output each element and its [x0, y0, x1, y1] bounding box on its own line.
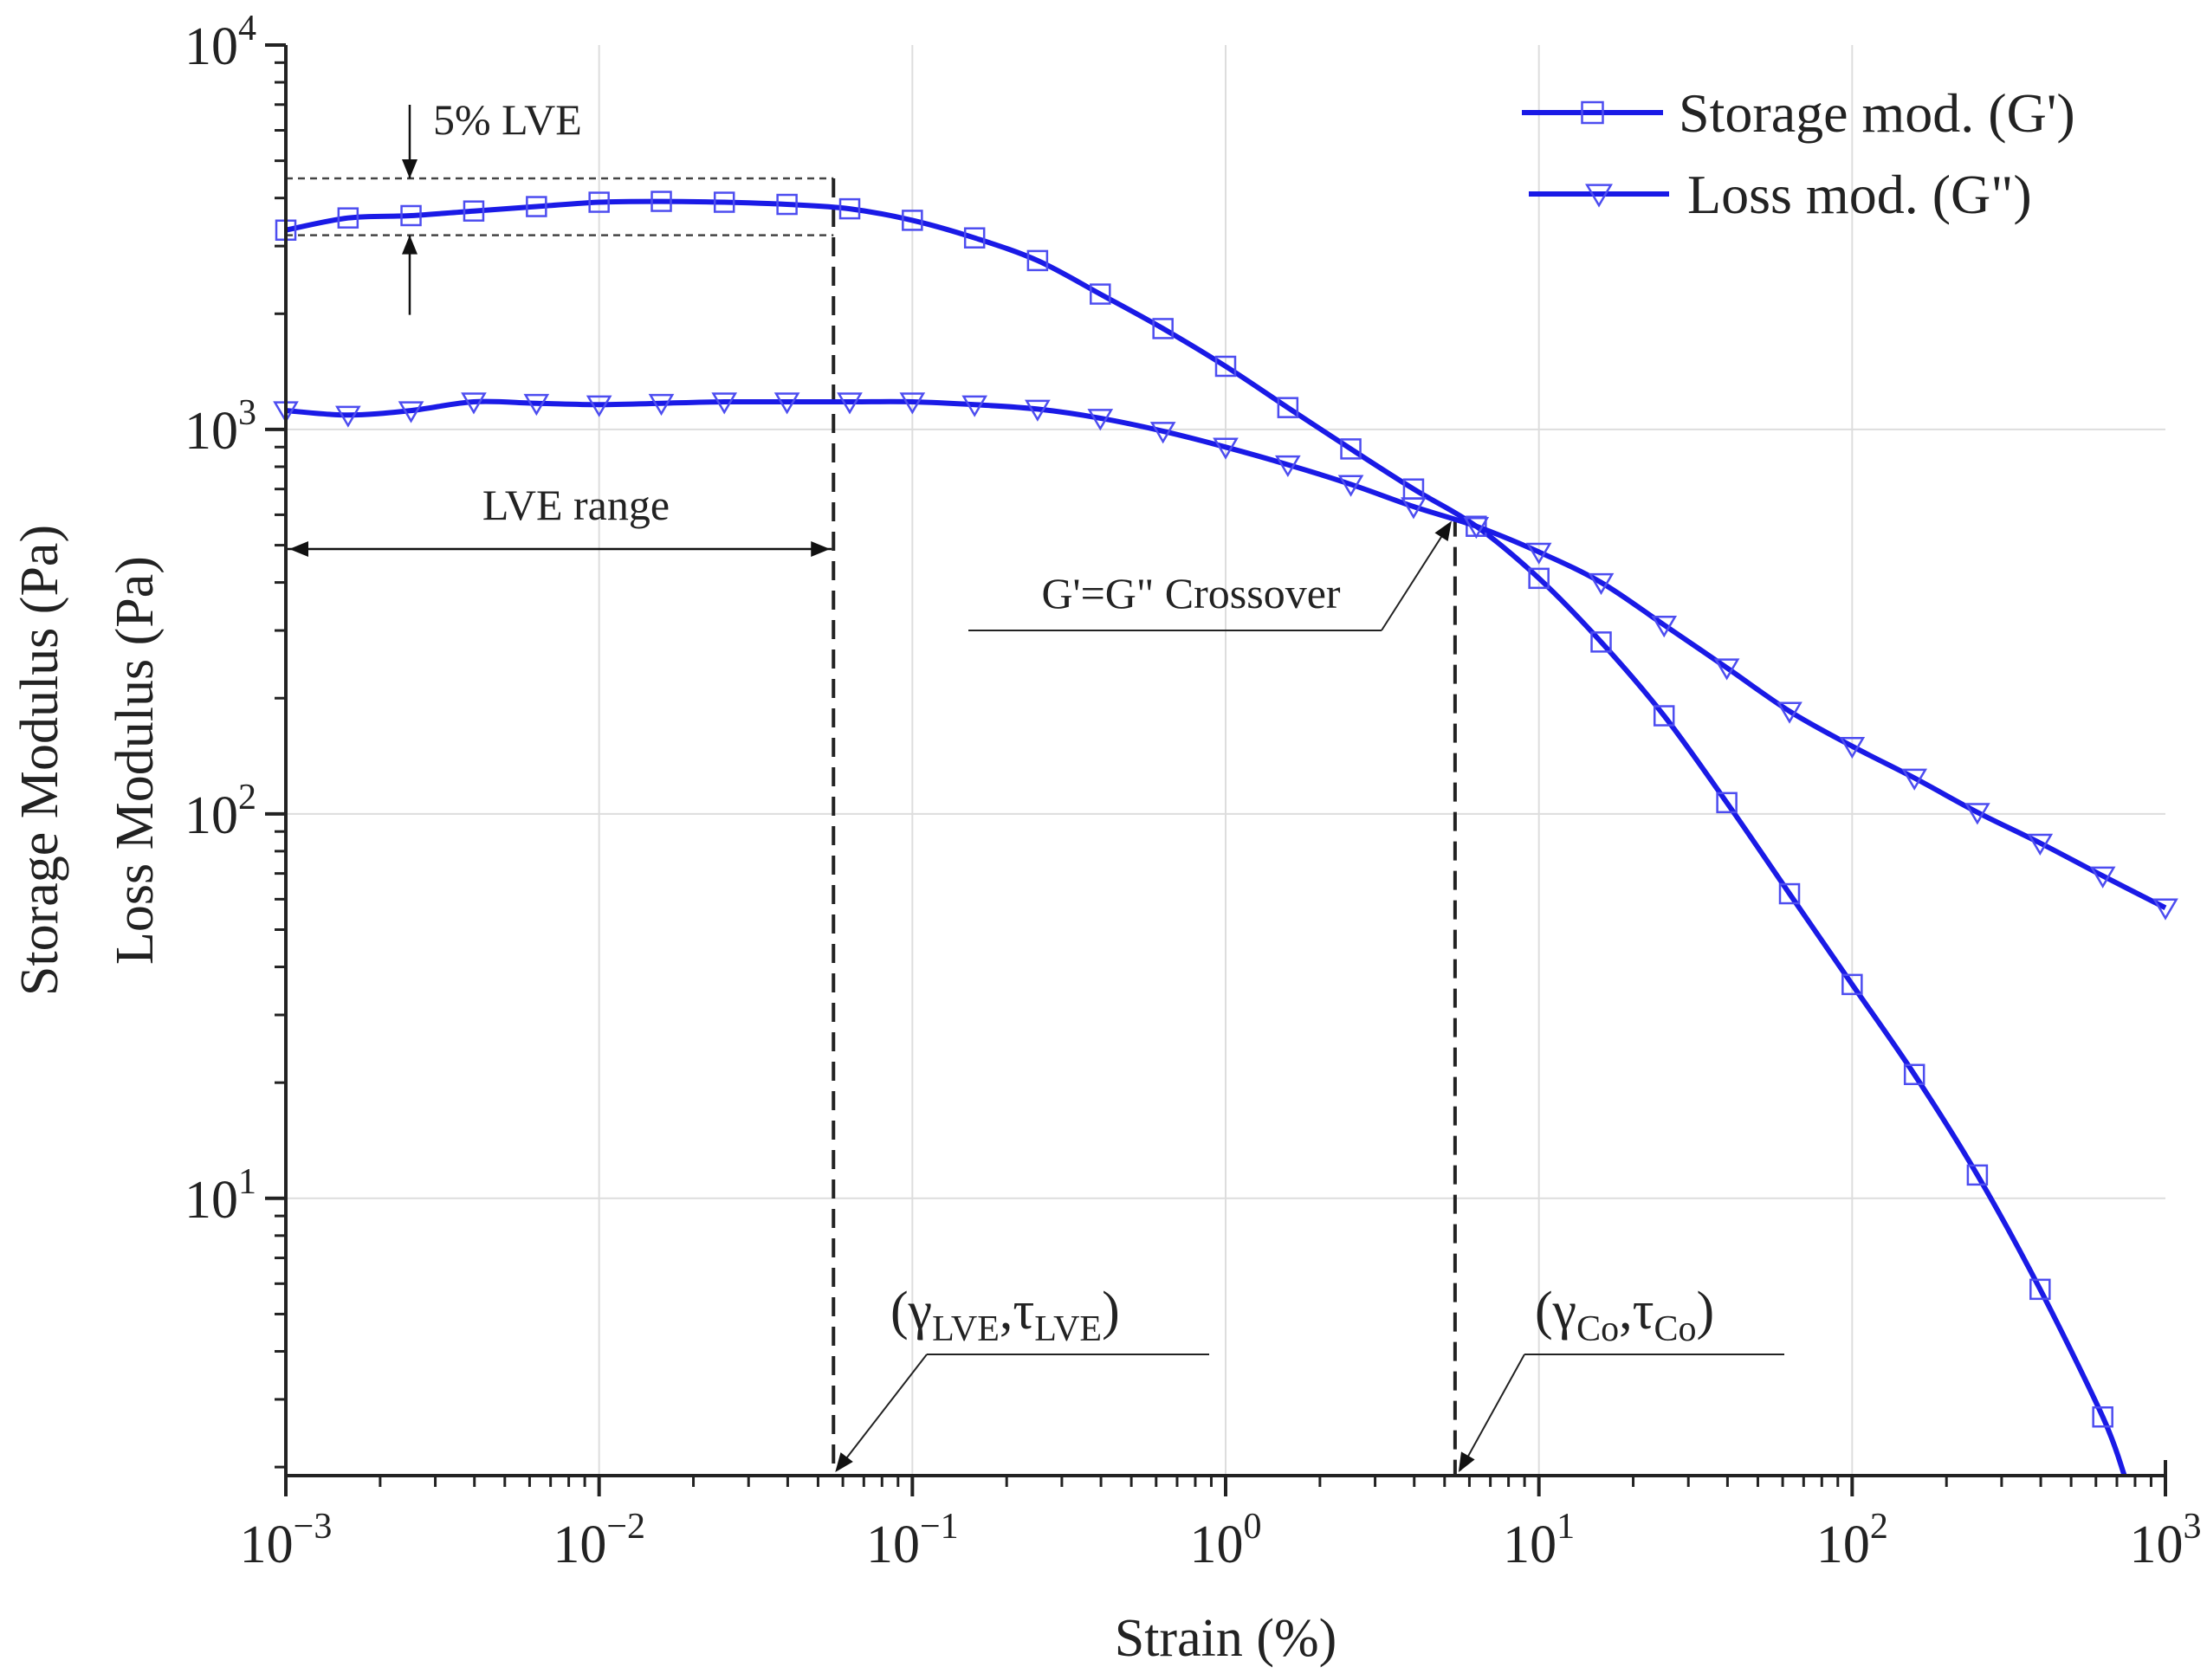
legend: Storage mod. (G') Loss mod. (G") — [1522, 82, 2075, 225]
x-axis-title: Strain (%) — [1115, 1609, 1337, 1668]
y-tick-label: 102 — [184, 778, 256, 845]
x-tick-label: 100 — [1190, 1507, 1262, 1574]
loss-modulus-point — [1401, 497, 1427, 520]
loss-modulus-point — [773, 392, 800, 415]
storage-modulus-point — [588, 191, 610, 213]
storage-modulus-point — [1903, 1063, 1925, 1086]
loss-modulus-point — [1588, 572, 1615, 596]
axes: 10−3 10−2 10−1 100 101 102 103 101 102 103 104 Stra… — [10, 9, 2202, 1668]
loss-modulus-point — [461, 392, 487, 415]
storage-modulus-point — [1841, 973, 1863, 996]
storage-modulus-point — [1090, 283, 1111, 305]
loss-modulus-point — [398, 401, 424, 423]
loss-modulus-point — [1337, 475, 1364, 497]
storage-modulus-point — [1214, 355, 1237, 378]
storage-modulus-point — [1590, 631, 1612, 653]
y-axis-title-loss: Loss Modulus (Pa) — [106, 556, 165, 965]
storage-modulus-point — [1778, 882, 1801, 905]
crossover-arrowhead — [1434, 520, 1452, 542]
crossover-point-leader — [1459, 1354, 1525, 1471]
lve-5pct-label: 5% LVE — [433, 95, 582, 144]
storage-modulus-point — [776, 193, 798, 216]
y-tick-label: 101 — [184, 1162, 256, 1230]
loss-modulus-point — [648, 393, 675, 417]
storage-modulus-point — [902, 210, 923, 231]
loss-modulus-point — [1901, 768, 1928, 791]
loss-modulus-point — [1651, 616, 1678, 638]
loss-modulus-point — [1275, 455, 1301, 478]
legend-marker — [1585, 184, 1613, 208]
x-tick-label: 10−2 — [553, 1507, 645, 1574]
loss-modulus-point — [1525, 542, 1552, 565]
storage-modulus-point — [337, 207, 359, 229]
loss-modulus-point — [1964, 803, 1990, 825]
y-tick-label: 103 — [184, 393, 256, 461]
crossover-point-arrowhead — [1458, 1451, 1475, 1472]
storage-modulus-point — [463, 200, 485, 222]
loss-modulus-point — [2152, 898, 2178, 921]
lve-band-arrowhead-bottom — [402, 235, 417, 255]
x-tick-label: 10−1 — [866, 1507, 959, 1574]
lve-range-label: LVE range — [482, 481, 670, 529]
loss-modulus-point — [523, 393, 550, 417]
storage-modulus-point — [650, 191, 672, 212]
loss-modulus-point — [837, 392, 863, 415]
loss-modulus-point — [1839, 736, 1866, 759]
loss-modulus-point — [335, 405, 361, 428]
storage-modulus-point — [713, 191, 735, 213]
loss-modulus-point — [2089, 866, 2116, 888]
storage-modulus-point — [1277, 397, 1299, 418]
x-tick-label: 102 — [1816, 1507, 1888, 1574]
loss-modulus-point — [1149, 422, 1176, 444]
loss-modulus-point — [1463, 516, 1490, 540]
storage-modulus-point — [1966, 1164, 1989, 1186]
storage-modulus-point — [526, 196, 547, 217]
storage-modulus-point — [1152, 318, 1174, 339]
storage-modulus-point — [2092, 1406, 2113, 1428]
loss-modulus-point — [961, 395, 988, 417]
storage-modulus-point — [1340, 438, 1362, 460]
loss-modulus-point — [1713, 658, 1740, 681]
legend-label-loss: Loss mod. (G") — [1687, 164, 2032, 225]
x-tick-label: 101 — [1503, 1507, 1575, 1574]
crossover-leader — [1381, 526, 1449, 631]
y-axis-title-storage: Storage Modulus (Pa) — [10, 525, 69, 996]
storage-modulus-point — [2029, 1278, 2051, 1301]
storage-modulus-point — [1026, 249, 1049, 272]
legend-marker — [1581, 100, 1604, 125]
x-tick-label: 10−3 — [240, 1507, 333, 1574]
loss-modulus-point — [1777, 701, 1802, 724]
storage-modulus-line — [285, 198, 2127, 1477]
lve-band-arrowhead-top — [402, 158, 417, 178]
loss-modulus-point — [899, 392, 926, 415]
x-tick-label: 103 — [2130, 1507, 2202, 1574]
legend-label-storage: Storage mod. (G') — [1679, 82, 2075, 144]
loss-modulus-point — [1025, 399, 1051, 422]
loss-modulus-line — [285, 398, 2167, 910]
lve-point-leader — [836, 1354, 928, 1471]
annotations: 5% LVE LVE range G'=G" Crossover (γLVE,τLVE… — [288, 95, 1784, 1472]
loss-modulus-point — [1213, 437, 1239, 460]
loss-modulus-point — [2027, 833, 2054, 856]
loss-modulus-point — [586, 395, 612, 417]
storage-modulus-point — [1653, 705, 1675, 727]
lve-point-label: (γLVE,τLVE) — [890, 1282, 1120, 1349]
loss-modulus-point — [1087, 409, 1114, 431]
storage-modulus-point — [1716, 792, 1738, 814]
grid-layer — [286, 45, 2165, 1476]
storage-modulus-point — [1528, 567, 1550, 590]
crossover-label: G'=G" Crossover — [1041, 569, 1340, 617]
lve-range-arrowhead-right — [811, 541, 831, 557]
loss-modulus-point — [711, 392, 738, 415]
lve-range-arrowhead-left — [289, 541, 308, 557]
storage-modulus-point — [963, 227, 986, 249]
storage-modulus-point — [838, 197, 861, 220]
storage-modulus-point — [400, 204, 422, 227]
lve-point-arrowhead — [835, 1452, 853, 1472]
y-tick-label: 104 — [184, 9, 256, 76]
crossover-point-label: (γCo,τCo) — [1535, 1282, 1714, 1349]
reference-lines — [286, 177, 1457, 1476]
